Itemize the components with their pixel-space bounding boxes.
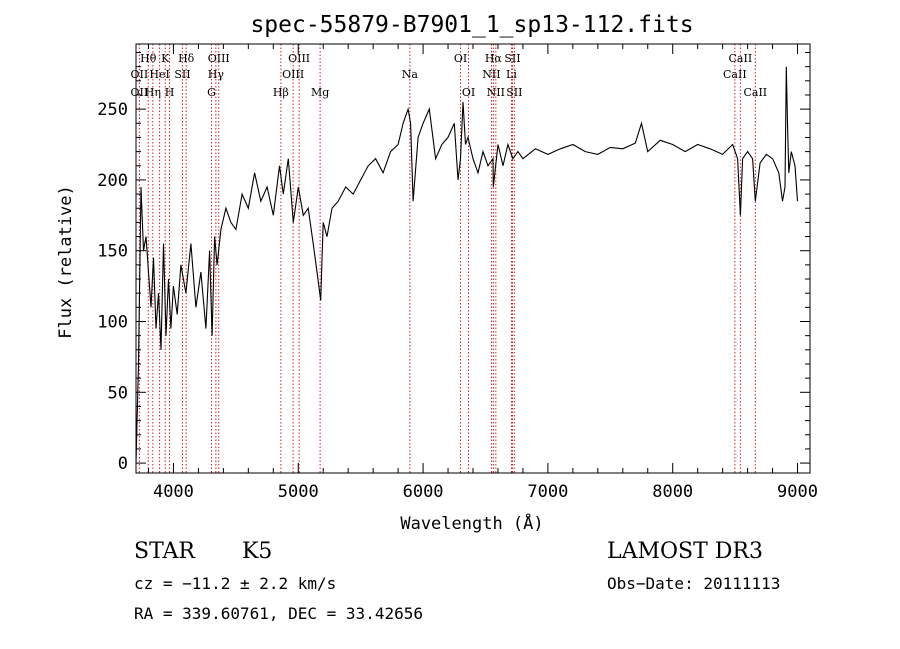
- line-label: Hβ: [273, 86, 289, 99]
- x-tick-label: 5000: [278, 482, 319, 502]
- line-label: OI: [454, 52, 467, 65]
- y-tick-label: 50: [108, 383, 128, 403]
- line-label: OII: [131, 68, 149, 81]
- x-tick-label: 6000: [403, 482, 444, 502]
- obs-date: Obs−Date: 20111113: [607, 574, 781, 593]
- line-label: OIII: [282, 68, 304, 81]
- line-label: CaII: [729, 52, 753, 65]
- chart-title: spec-55879-B7901_1_sp13-112.fits: [250, 12, 693, 38]
- line-label: H: [165, 86, 175, 99]
- spectrum-line: [135, 66, 799, 464]
- survey-name: LAMOST DR3: [607, 539, 763, 564]
- line-label: Li: [506, 68, 517, 81]
- y-tick-label: 150: [97, 242, 128, 262]
- line-label: OII: [131, 86, 149, 99]
- y-tick-label: 0: [118, 454, 128, 474]
- y-axis-ticks: 0 50 100 150 200 250: [97, 51, 810, 474]
- line-label: NII: [482, 68, 500, 81]
- line-label: Mg: [311, 86, 329, 99]
- subclass: K5: [242, 539, 273, 564]
- line-label: OIII: [288, 52, 310, 65]
- line-label: Hα: [485, 52, 503, 65]
- y-tick-label: 100: [97, 313, 128, 333]
- line-label: Hη: [145, 86, 161, 99]
- x-axis-label: Wavelength (Å): [400, 512, 543, 534]
- x-tick-label: 4000: [153, 482, 194, 502]
- line-label: Hθ: [140, 52, 157, 65]
- line-label: CaII: [743, 86, 767, 99]
- y-axis-label: Flux (relative): [56, 185, 76, 339]
- x-tick-label: 7000: [527, 482, 568, 502]
- y-tick-label: 200: [97, 171, 128, 191]
- emission-line-labels: OIIHθOIIHηHeIKHSIIHδHγGOIIIHβOIIIOIIIMgN…: [131, 52, 768, 99]
- plot-frame: [135, 43, 811, 474]
- y-tick-label: 250: [97, 100, 128, 120]
- emission-line-markers: [138, 44, 756, 473]
- line-label: SII: [506, 86, 522, 99]
- line-label: Na: [402, 68, 419, 81]
- line-label: OIII: [208, 52, 230, 65]
- line-label: SII: [504, 52, 520, 65]
- line-label: HeI: [149, 68, 169, 81]
- line-label: OI: [462, 86, 475, 99]
- coordinates: RA = 339.60761, DEC = 33.42656: [134, 604, 423, 623]
- line-label: G: [207, 86, 216, 99]
- line-label: Hδ: [178, 52, 195, 65]
- redshift-text: cz = −11.2 ± 2.2 km/s: [134, 574, 337, 593]
- x-tick-label: 9000: [777, 482, 818, 502]
- line-label: K: [161, 52, 170, 65]
- x-tick-label: 8000: [652, 482, 693, 502]
- line-label: CaII: [723, 68, 747, 81]
- line-label: SII: [174, 68, 190, 81]
- line-label: NII: [487, 86, 505, 99]
- line-label: Hγ: [208, 68, 225, 81]
- object-class: STAR: [134, 539, 195, 564]
- x-axis-ticks: 4000 5000 6000 7000 8000 9000: [147, 44, 818, 502]
